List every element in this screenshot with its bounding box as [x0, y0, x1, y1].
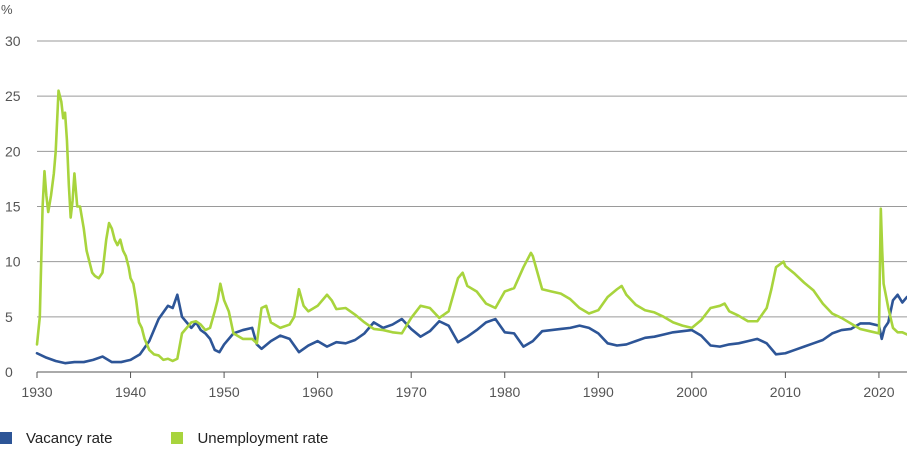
legend-label-unemployment: Unemployment rate	[197, 429, 329, 447]
x-tick-label-1930: 1930	[21, 384, 52, 400]
x-tick-label-2020: 2020	[863, 384, 894, 400]
series-line-vacancy-rate	[35, 293, 907, 365]
x-tick-label-1960: 1960	[302, 384, 333, 400]
y-tick-label-0: 0	[5, 364, 13, 380]
series-lines	[35, 89, 907, 365]
y-tick-label-10: 10	[5, 254, 21, 270]
x-tick-label-1950: 1950	[209, 384, 240, 400]
y-tick-label-5: 5	[5, 309, 13, 325]
legend-label-vacancy: Vacancy rate	[26, 429, 113, 447]
legend-item-vacancy: Vacancy rate	[0, 430, 112, 447]
y-tick-label-20: 20	[5, 143, 21, 159]
series-line-unemployment-rate	[35, 89, 907, 363]
gridlines	[37, 40, 907, 318]
legend-swatch-vacancy	[0, 432, 12, 444]
legend-swatch-unemployment	[171, 432, 184, 444]
y-unit-label: %	[1, 2, 13, 17]
x-tick-label-1980: 1980	[489, 384, 520, 400]
x-tick-label-1940: 1940	[115, 384, 146, 400]
axes: 0 5 10 15 20 25 30 1930 1940 1950 1960 1970 1980 1990…	[5, 33, 907, 400]
legend-item-unemployment: Unemployment rate	[171, 430, 328, 447]
x-tick-label-2000: 2000	[676, 384, 707, 400]
y-tick-label-30: 30	[5, 33, 21, 49]
legend: Vacancy rate Unemployment rate	[0, 428, 387, 448]
line-chart: 0 5 10 15 20 25 30 1930 1940 1950 1960 1970 1980 1990…	[1, 2, 907, 400]
x-tick-label-1970: 1970	[396, 384, 427, 400]
x-tick-label-2010: 2010	[770, 384, 801, 400]
y-tick-label-15: 15	[5, 199, 21, 215]
x-tick-label-1990: 1990	[583, 384, 614, 400]
y-tick-label-25: 25	[5, 88, 21, 104]
